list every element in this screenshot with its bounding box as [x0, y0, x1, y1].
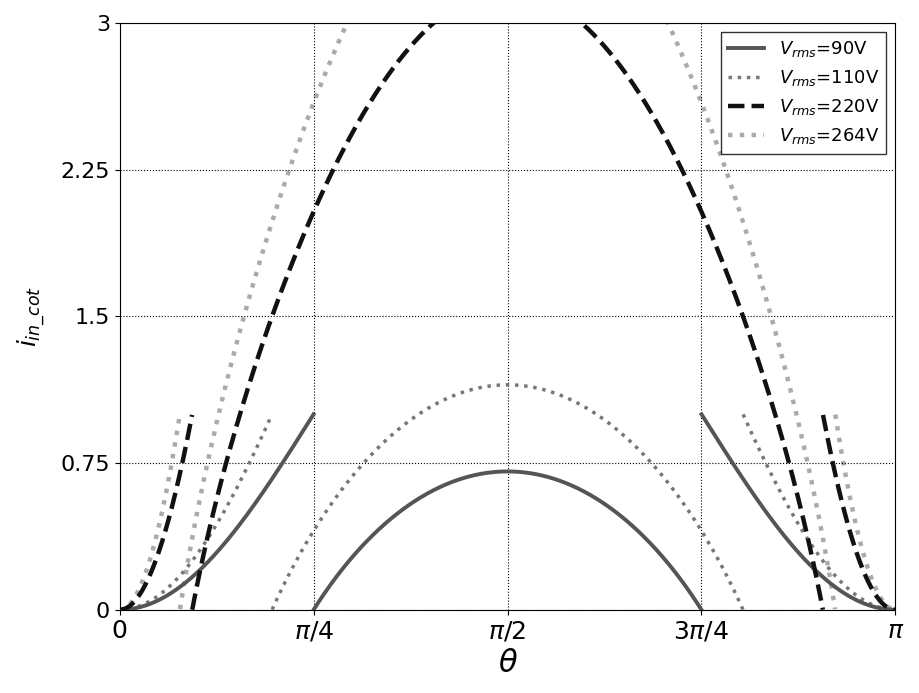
X-axis label: $\theta$: $\theta$ — [497, 649, 517, 678]
Y-axis label: $i_{in\_cot}$: $i_{in\_cot}$ — [15, 286, 47, 347]
Legend: $V_{rms}$=90V, $V_{rms}$=110V, $V_{rms}$=220V, $V_{rms}$=264V: $V_{rms}$=90V, $V_{rms}$=110V, $V_{rms}$… — [720, 32, 886, 154]
